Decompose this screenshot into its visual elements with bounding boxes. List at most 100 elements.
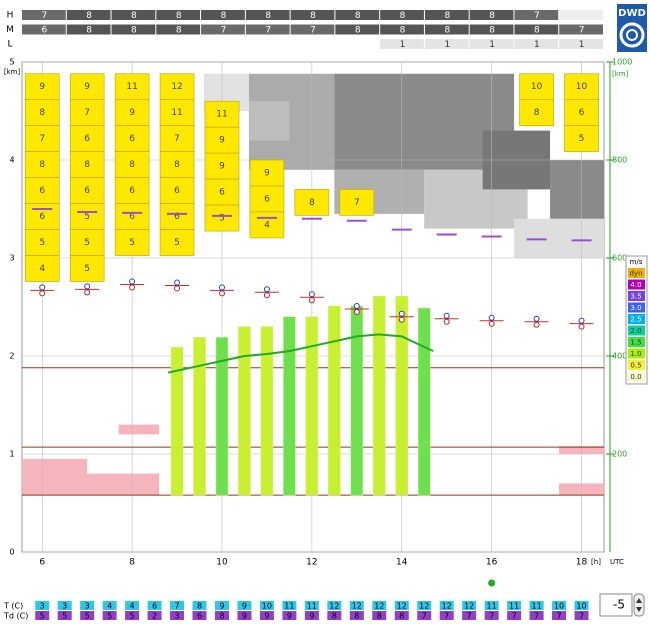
layer-value: 8 [489,11,495,21]
cloud-value: 6 [129,186,135,196]
temp-cell [147,611,162,620]
temp-value: 12 [442,602,452,611]
layer-value: 8 [444,26,450,36]
x-tick-label: 10 [216,558,228,568]
temp-cell [462,611,477,620]
layer-cell [111,24,156,35]
cloud-box [204,100,240,128]
cloud-value: 7 [84,108,90,118]
current-dot [488,579,496,587]
y2-tick-label: 400 [612,352,627,361]
temp-cell [57,601,72,610]
layer-cell [514,24,559,35]
layer-cell [469,10,514,20]
layer-value: 1 [489,40,495,50]
cloud-box [564,73,599,101]
temp-cell [507,611,522,620]
layer-value: 8 [355,11,361,21]
level-marker [443,312,450,319]
temp-value: 9 [264,612,269,621]
x-tick-label: 16 [486,558,498,568]
cloud-box [114,203,150,230]
legend-label: 2.5 [630,316,641,324]
layer-cell [469,39,514,49]
x-axis-label: [h] [591,558,601,566]
spinner-value[interactable]: -5 [613,598,625,612]
cloud-value: 8 [174,160,180,170]
cloud-value: 5 [129,238,135,248]
legend-label: 1.5 [630,339,641,347]
temp-value: 7 [579,612,584,621]
y-tick-label: 4 [9,156,14,165]
layer-value: 7 [534,11,540,21]
temp-cell [439,601,454,610]
temp-value: 5 [130,612,135,621]
cloud-value: 6 [129,212,135,222]
temp-value: 8 [197,602,202,611]
cloud-value: 6 [174,212,180,222]
temp-cell [35,611,50,620]
legend-label: 4.0 [630,281,641,289]
cloud-box [564,99,599,127]
legend-swatch [628,360,645,370]
layer-cell [380,24,424,35]
spinner-arrows [636,598,642,612]
temp-value: 8 [354,612,359,621]
y-axis-label: [km] [4,68,21,76]
cloud-box [159,229,195,256]
temp-value: 12 [464,602,474,611]
cloud-value: 9 [219,136,225,146]
cloud-box [249,211,285,239]
cloud-value: 5 [84,212,90,222]
updraft-bar [305,316,319,496]
cloud-shade [248,101,290,141]
cloud-box [294,189,330,216]
level-marker [308,291,315,298]
layer-cell [156,10,201,20]
y-tick-label: 3 [9,254,14,263]
x-tick-label: 12 [306,558,317,568]
cloud-value: 6 [39,186,45,196]
temp-value: 10 [576,602,586,611]
updraft-bar [193,337,206,496]
cloud-box [24,99,60,127]
layer-cell [245,10,290,20]
cloud-box [564,125,599,152]
cloud-value: 10 [531,82,543,92]
cloud-box [114,229,150,256]
cloud-shade [550,160,604,219]
layer-cell [66,10,111,20]
layer-cell [201,24,245,35]
fog-band [22,458,88,474]
level-marker [488,314,495,321]
row-label: M [6,25,14,35]
layer-value: 8 [131,26,137,36]
spinner-buttons[interactable] [633,593,645,617]
layer-cell [22,24,66,35]
temp-cell [304,611,319,620]
level-marker [398,316,405,323]
layer-cell [156,24,201,35]
spinner[interactable] [599,593,633,617]
temp-cell [80,611,95,620]
temp-value: 11 [531,602,541,611]
layer-cell [290,10,335,20]
y-tick-label: 2 [9,352,14,361]
level-marker [39,290,46,297]
layer-value: 7 [310,26,316,36]
cloud-box [204,178,240,206]
temp-value: 8 [399,612,404,621]
y2-tick-label: 200 [612,450,627,459]
temp-cell [282,611,297,620]
temp-cell [237,611,252,620]
layer-value: 8 [265,11,271,21]
layer-value: 8 [355,26,361,36]
cloud-value: 9 [39,82,45,92]
temp-cell [439,611,454,620]
updraft-bar [395,295,409,496]
layer-value: 8 [86,11,92,21]
cloud-value: 8 [534,108,540,118]
cloud-box [24,73,60,101]
temp-cell [80,601,95,610]
layer-cell [201,10,245,20]
